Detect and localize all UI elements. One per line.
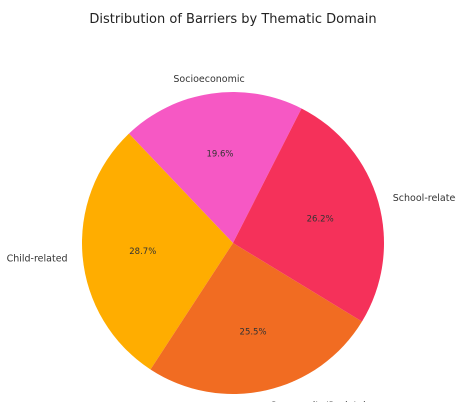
pct-label-school-related: 26.2% xyxy=(307,214,334,224)
chart-title: Distribution of Barriers by Thematic Dom… xyxy=(89,12,376,27)
pie-slice-socioeconomic xyxy=(128,92,302,244)
pct-label-socioeconomic: 19.6% xyxy=(206,149,233,159)
slice-label-community-societal: Community/Societal xyxy=(270,400,366,402)
slice-label-child-related: Child-related xyxy=(7,254,68,265)
pie-labels: 19.6% Socioeconomic 28.7% Child-related 25.5… xyxy=(7,74,456,402)
pie-slice-community-societal xyxy=(150,243,362,395)
pie-slice-school-related xyxy=(233,108,385,322)
pie-slices xyxy=(81,92,385,395)
slice-label-socioeconomic: Socioeconomic xyxy=(173,74,244,85)
pct-label-child-related: 28.7% xyxy=(129,247,156,257)
pct-label-community-societal: 25.5% xyxy=(240,327,267,337)
slice-label-school-related: School-related xyxy=(393,193,456,204)
pie-slice-child-related xyxy=(81,133,233,370)
